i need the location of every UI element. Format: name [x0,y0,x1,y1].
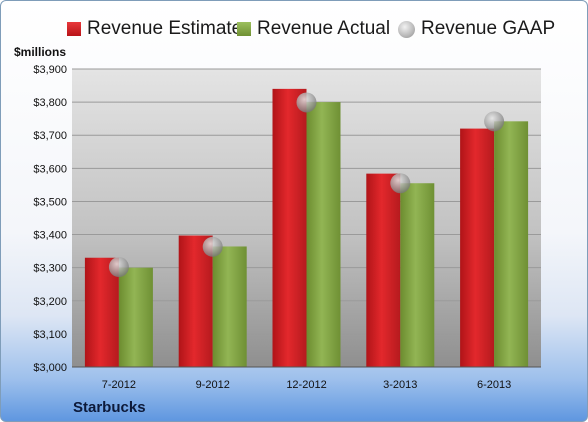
y-tick-label: $3,100 [33,329,67,341]
company-name: Starbucks [73,399,146,416]
y-tick-label: $3,600 [33,163,67,175]
marker-revenue-gaap [484,111,505,132]
marker-revenue-gaap [390,173,411,194]
marker-revenue-gaap [296,92,317,113]
bar-revenue-estimate [272,88,307,367]
bar-revenue-actual [118,267,153,367]
legend-item-revenue-estimate: Revenue Estimate [67,15,242,43]
y-tick-label: $3,800 [33,97,67,109]
y-tick-label: $3,900 [33,64,67,76]
legend-swatch-revenue-estimate [67,22,81,36]
x-tick-label: 7-2012 [102,379,136,391]
legend-item-revenue-actual: Revenue Actual [237,15,390,43]
bar-revenue-estimate [366,173,401,367]
bar-revenue-estimate [460,128,495,367]
y-tick-label: $3,200 [33,296,67,308]
x-axis-ticks: 7-2012 9-2012 12-2012 3-2013 6-2013 [102,379,511,391]
x-tick-label: 9-2012 [196,379,230,391]
gaap-markers [108,92,505,278]
y-tick-label: $3,300 [33,263,67,275]
marker-revenue-gaap [108,257,129,278]
y-tick-label: $3,700 [33,130,67,142]
bar-revenue-actual [400,183,435,367]
x-tick-label: 6-2013 [477,379,511,391]
bars [84,88,529,367]
bar-revenue-actual [306,102,341,367]
x-tick-label: 12-2012 [286,379,326,391]
bar-revenue-actual [212,246,247,367]
y-tick-label: $3,400 [33,230,67,242]
legend-label-revenue-estimate: Revenue Estimate [87,18,243,39]
y-tick-label: $3,500 [33,196,67,208]
legend-swatch-revenue-gaap [398,20,415,38]
bar-revenue-estimate [178,235,213,367]
bar-revenue-estimate [84,257,119,367]
bar-revenue-actual [494,121,529,367]
legend-item-revenue-gaap: Revenue GAAP [398,15,555,43]
y-axis-unit-label: $millions [14,45,67,59]
marker-revenue-gaap [202,236,223,257]
y-axis-ticks: $3,000 $3,100 $3,200 $3,300 $3,400 $3,500 $3,6… [33,64,67,374]
x-tick-label: 3-2013 [383,379,417,391]
legend-swatch-revenue-actual [237,22,251,36]
legend: Revenue Estimate Revenue Actual Revenue … [1,15,587,45]
legend-label-revenue-actual: Revenue Actual [257,18,391,39]
y-tick-label: $3,000 [33,362,67,374]
legend-label-revenue-gaap: Revenue GAAP [421,18,556,39]
